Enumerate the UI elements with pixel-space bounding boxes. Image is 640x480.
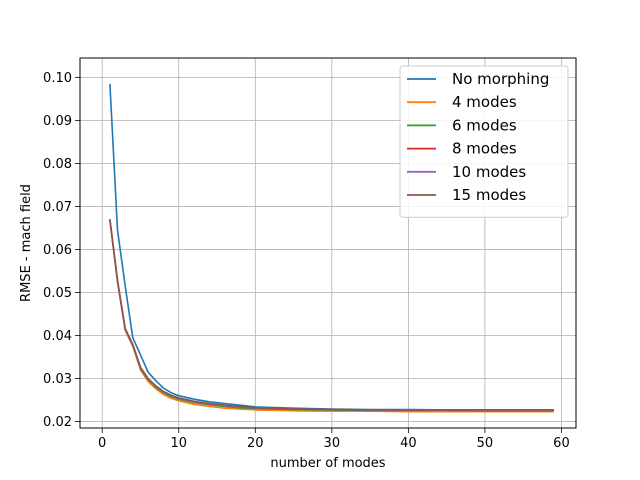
plot-frame [79, 57, 577, 429]
y-tick-label: 0.02 [43, 415, 72, 430]
x-tick-label: 40 [400, 436, 417, 451]
x-tick-label: 60 [553, 436, 570, 451]
series-lines [109, 83, 554, 413]
axis-ticks: 0 10 20 30 40 50 60 0.02 0.03 0.04 0.05 0.06 0.07 0.0… [43, 71, 570, 451]
legend-label: No morphing [452, 70, 549, 88]
y-tick-label: 0.10 [43, 71, 72, 86]
y-tick-label: 0.05 [43, 286, 72, 301]
x-tick-label: 10 [170, 436, 187, 451]
x-tick-label: 50 [477, 436, 494, 451]
legend-label: 15 modes [452, 186, 526, 204]
legend-label: 6 modes [452, 116, 517, 134]
x-axis-label: number of modes [270, 456, 385, 471]
y-axis-label: RMSE - mach field [19, 184, 34, 302]
y-tick-label: 0.07 [43, 200, 72, 215]
grid [80, 58, 576, 428]
series-line-6 [109, 219, 554, 411]
legend-label: 10 modes [452, 163, 526, 181]
y-tick-label: 0.08 [43, 157, 72, 172]
y-tick-label: 0.04 [43, 329, 72, 344]
legend-label: 8 modes [452, 140, 517, 158]
x-tick-label: 0 [98, 436, 106, 451]
legend: No morphing 4 modes 6 modes 8 modes 10 modes… [399, 65, 569, 218]
legend-label: 4 modes [452, 93, 517, 111]
y-tick-label: 0.03 [43, 372, 72, 387]
x-tick-label: 20 [247, 436, 264, 451]
y-tick-label: 0.06 [43, 243, 72, 258]
legend-box [399, 65, 569, 218]
x-tick-label: 30 [324, 436, 341, 451]
y-tick-label: 0.09 [43, 114, 72, 129]
